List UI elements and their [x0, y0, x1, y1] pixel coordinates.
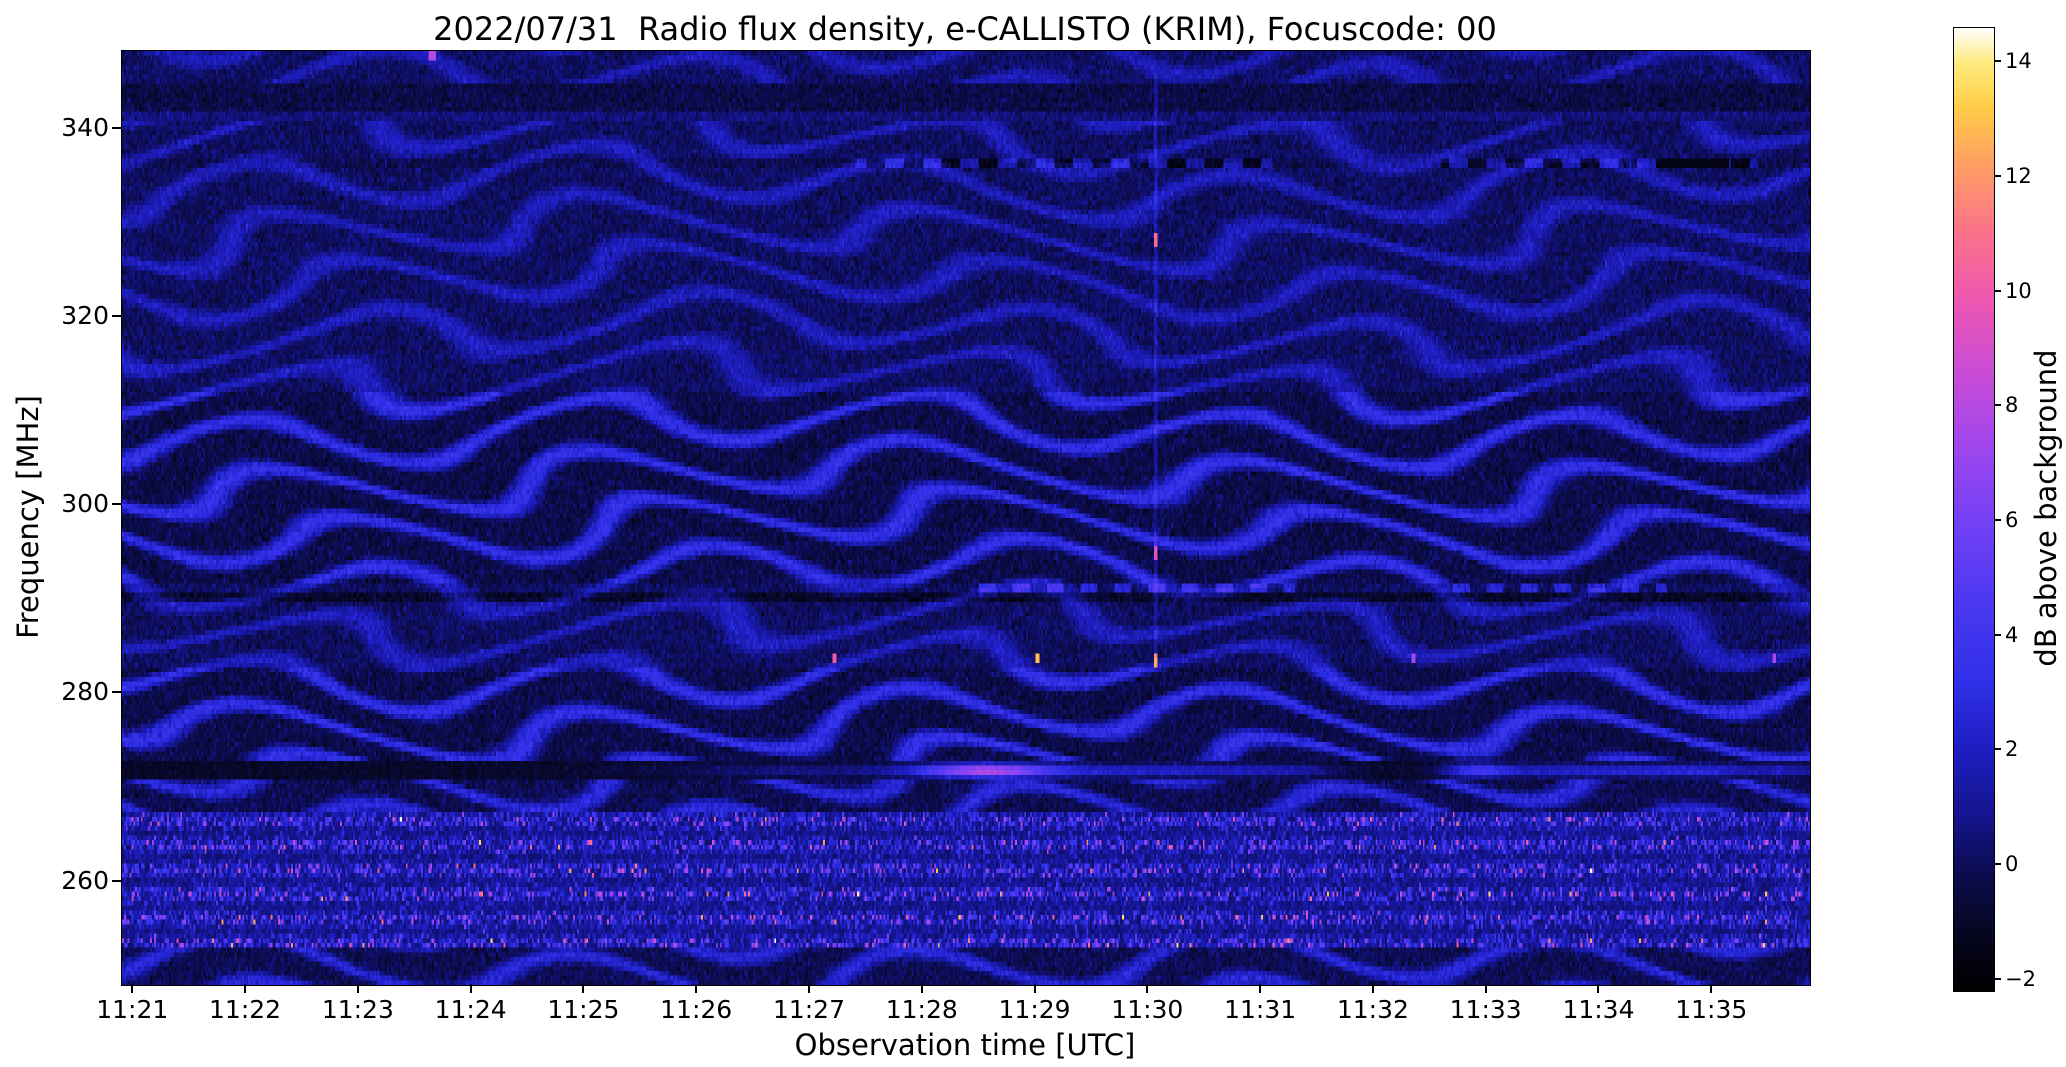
x-tick-mark: [582, 984, 585, 993]
x-tick-mark: [1710, 984, 1713, 993]
colorbar-label: dB above background: [2029, 349, 2063, 667]
spectrogram-heatmap: [122, 51, 1810, 985]
colorbar-tick-label: 4: [2005, 622, 2019, 647]
x-tick-mark: [1484, 984, 1487, 993]
x-tick-label: 11:30: [1111, 995, 1184, 1024]
colorbar-tick-label: 2: [2005, 737, 2019, 762]
x-tick-label: 11:26: [660, 995, 733, 1024]
colorbar-gradient: [1954, 28, 1994, 991]
x-tick-label: 11:27: [772, 995, 845, 1024]
x-tick-label: 11:25: [547, 995, 620, 1024]
y-tick-label: 320: [61, 301, 109, 331]
colorbar-tick-label: 6: [2005, 507, 2019, 532]
colorbar-tick-mark: [1994, 175, 2001, 178]
x-tick-mark: [807, 984, 810, 993]
y-tick-label: 260: [61, 865, 109, 895]
plot-title: 2022/07/31 Radio flux density, e-CALLIST…: [433, 10, 1497, 48]
x-tick-label: 11:32: [1336, 995, 1409, 1024]
x-tick-label: 11:23: [321, 995, 394, 1024]
x-tick-label: 11:28: [885, 995, 958, 1024]
y-tick-mark: [112, 691, 121, 694]
y-tick-label: 300: [61, 489, 109, 519]
x-tick-label: 11:29: [998, 995, 1071, 1024]
x-tick-mark: [1146, 984, 1149, 993]
colorbar-tick-label: 0: [2005, 851, 2019, 876]
colorbar-tick-mark: [1994, 977, 2001, 980]
y-tick-mark: [112, 503, 121, 506]
x-tick-label: 11:34: [1562, 995, 1635, 1024]
colorbar-tick-label: −2: [2005, 966, 2036, 991]
x-tick-mark: [1033, 984, 1036, 993]
colorbar-tick-mark: [1994, 289, 2001, 292]
x-tick-mark: [244, 984, 247, 993]
plot-area: [121, 50, 1811, 986]
x-tick-mark: [1371, 984, 1374, 993]
colorbar-tick-label: 12: [2005, 164, 2032, 189]
x-tick-mark: [131, 984, 134, 993]
y-tick-mark: [112, 127, 121, 130]
colorbar-tick-mark: [1994, 862, 2001, 865]
colorbar-tick-label: 8: [2005, 393, 2019, 418]
colorbar-tick-label: 14: [2005, 49, 2032, 74]
x-tick-mark: [920, 984, 923, 993]
x-tick-label: 11:33: [1449, 995, 1522, 1024]
y-tick-mark: [112, 315, 121, 318]
colorbar-tick-mark: [1994, 633, 2001, 636]
y-tick-label: 340: [61, 113, 109, 143]
x-tick-label: 11:24: [434, 995, 507, 1024]
colorbar-tick-mark: [1994, 748, 2001, 751]
colorbar-tick-mark: [1994, 60, 2001, 63]
y-tick-label: 280: [61, 677, 109, 707]
x-tick-mark: [356, 984, 359, 993]
y-tick-mark: [112, 879, 121, 882]
colorbar-tick-mark: [1994, 518, 2001, 521]
x-tick-label: 11:21: [96, 995, 169, 1024]
x-tick-label: 11:31: [1224, 995, 1297, 1024]
x-tick-mark: [469, 984, 472, 993]
colorbar-tick-mark: [1994, 404, 2001, 407]
x-tick-label: 11:35: [1675, 995, 1748, 1024]
x-tick-mark: [1259, 984, 1262, 993]
x-tick-mark: [695, 984, 698, 993]
x-tick-label: 11:22: [209, 995, 282, 1024]
colorbar-tick-label: 10: [2005, 278, 2032, 303]
x-axis-label: Observation time [UTC]: [794, 1028, 1136, 1062]
colorbar: [1953, 27, 1995, 992]
x-tick-mark: [1597, 984, 1600, 993]
